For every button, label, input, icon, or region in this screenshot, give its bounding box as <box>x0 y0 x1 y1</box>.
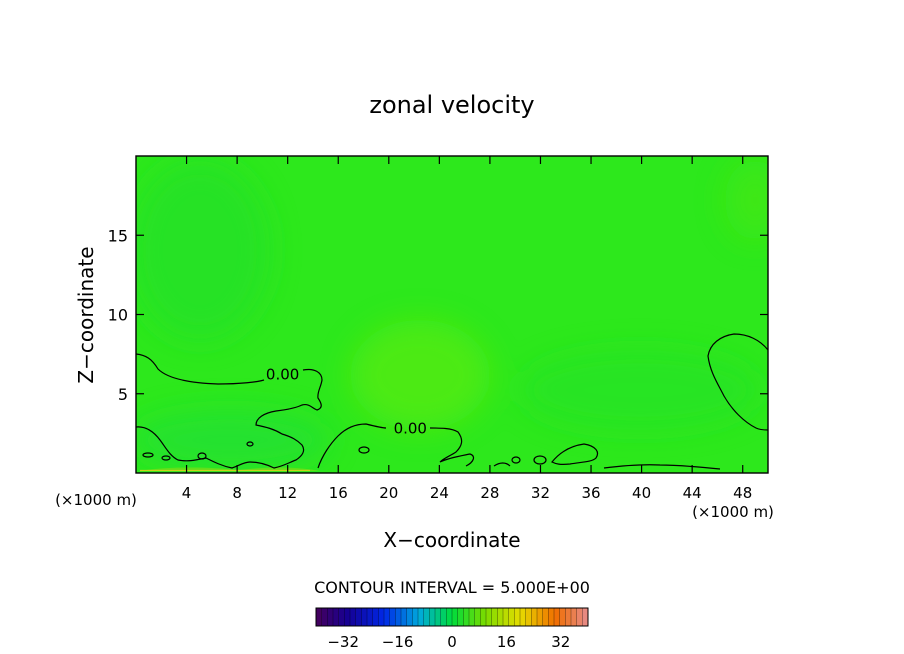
colorbar-cell <box>395 608 402 626</box>
colorbar-cell <box>474 608 481 626</box>
x-axis-ticks: 4 8 12 16 20 24 28 32 36 40 44 48 <box>182 156 752 502</box>
colorbar-cell <box>508 608 515 626</box>
colorbar-cell <box>440 608 447 626</box>
colorbar-cell <box>514 608 521 626</box>
colorbar-cell <box>446 608 453 626</box>
x-tick-label: 24 <box>430 484 449 502</box>
colorbar-cell <box>531 608 538 626</box>
colorbar-cell <box>401 608 407 626</box>
x-tick-label: 4 <box>182 484 192 502</box>
x-tick-label: 20 <box>379 484 398 502</box>
colorbar-cell <box>520 608 526 626</box>
y-axis-label: Z−coordinate <box>74 246 98 383</box>
colorbar-cell <box>418 608 424 626</box>
x-tick-label: 16 <box>329 484 348 502</box>
contour-blob <box>161 455 171 461</box>
colorbar-cell <box>350 608 356 626</box>
y-axis-ticks: 5 10 15 <box>108 226 768 404</box>
contour-line-upper <box>136 353 323 469</box>
colorbar-cell <box>542 608 549 626</box>
colorbar <box>315 607 589 627</box>
colorbar-cell <box>344 608 351 626</box>
x-tick-label: 44 <box>683 484 702 502</box>
colorbar-cell <box>327 608 334 626</box>
contour-label: 0.00 <box>266 366 299 384</box>
colorbar-cell <box>469 608 475 626</box>
colorbar-cell <box>486 608 492 626</box>
contour-line-bottom <box>551 443 599 465</box>
colorbar-cell <box>412 608 419 626</box>
colorbar-tick-label: −16 <box>382 633 414 651</box>
colorbar-cell <box>355 608 362 626</box>
colorbar-cell <box>378 608 385 626</box>
contour-labels: 0.00 0.00 <box>266 366 427 438</box>
colorbar-tick-labels: −32 −16 0 16 32 <box>327 633 570 651</box>
colorbar-cell <box>503 608 509 626</box>
colorbar-cell <box>565 608 572 626</box>
x-unit-left: (×1000 m) <box>55 491 137 509</box>
y-tick-label: 5 <box>118 385 128 404</box>
contour-blob <box>197 452 207 460</box>
colorbar-cell <box>548 608 555 626</box>
contour-line-right <box>707 333 768 431</box>
y-tick-label: 10 <box>108 306 128 325</box>
x-axis-label: X−coordinate <box>383 528 520 552</box>
colorbar-cell <box>406 608 413 626</box>
colorbar-cell <box>333 608 339 626</box>
colorbar-tick-label: 0 <box>447 633 457 651</box>
colorbar-cell <box>571 608 577 626</box>
x-tick-label: 28 <box>480 484 499 502</box>
x-unit-right: (×1000 m) <box>692 503 774 521</box>
colorbar-cell <box>582 608 589 626</box>
chart-title: zonal velocity <box>369 91 534 119</box>
colorbar-cell <box>389 608 396 626</box>
contour-label: 0.00 <box>394 420 427 438</box>
contour-line-lower <box>317 423 511 469</box>
colorbar-cell <box>554 608 560 626</box>
y-tick-label: 15 <box>108 226 128 245</box>
colorbar-tick-label: −32 <box>327 633 359 651</box>
x-tick-label: 8 <box>232 484 242 502</box>
contour-line-floor <box>603 464 721 470</box>
contour-blob <box>142 452 154 458</box>
colorbar-cell <box>372 608 379 626</box>
field-shading <box>136 160 768 470</box>
x-tick-label: 12 <box>278 484 297 502</box>
x-tick-label: 48 <box>733 484 752 502</box>
colorbar-tick-label: 16 <box>497 633 516 651</box>
colorbar-cell <box>457 608 464 626</box>
colorbar-cell <box>525 608 532 626</box>
colorbar-cell <box>480 608 487 626</box>
colorbar-frame <box>315 607 589 627</box>
colorbar-cell <box>537 608 543 626</box>
colorbar-cell <box>452 608 458 626</box>
colorbar-cell <box>361 608 368 626</box>
colorbar-cell <box>338 608 345 626</box>
colorbar-cell <box>576 608 583 626</box>
colorbar-cell <box>497 608 504 626</box>
x-tick-label: 40 <box>632 484 651 502</box>
colorbar-tick-label: 32 <box>551 633 570 651</box>
colorbar-cell <box>384 608 390 626</box>
colorbar-cell <box>367 608 373 626</box>
colorbar-cell <box>429 608 436 626</box>
contour-interval-caption: CONTOUR INTERVAL = 5.000E+00 <box>314 578 590 597</box>
colorbar-cell <box>463 608 470 626</box>
colorbar-cell <box>559 608 566 626</box>
colorbar-cell <box>491 608 498 626</box>
contour-blob <box>246 441 254 447</box>
x-tick-label: 32 <box>531 484 550 502</box>
colorbar-cell <box>435 608 441 626</box>
colorbar-cell <box>321 608 328 626</box>
contour-blob <box>533 455 547 465</box>
colorbar-cell <box>423 608 430 626</box>
contour-blob <box>358 446 370 454</box>
contour-blob <box>511 456 521 464</box>
contour-lines <box>136 333 768 470</box>
x-tick-label: 36 <box>581 484 600 502</box>
colorbar-cell <box>316 608 322 626</box>
